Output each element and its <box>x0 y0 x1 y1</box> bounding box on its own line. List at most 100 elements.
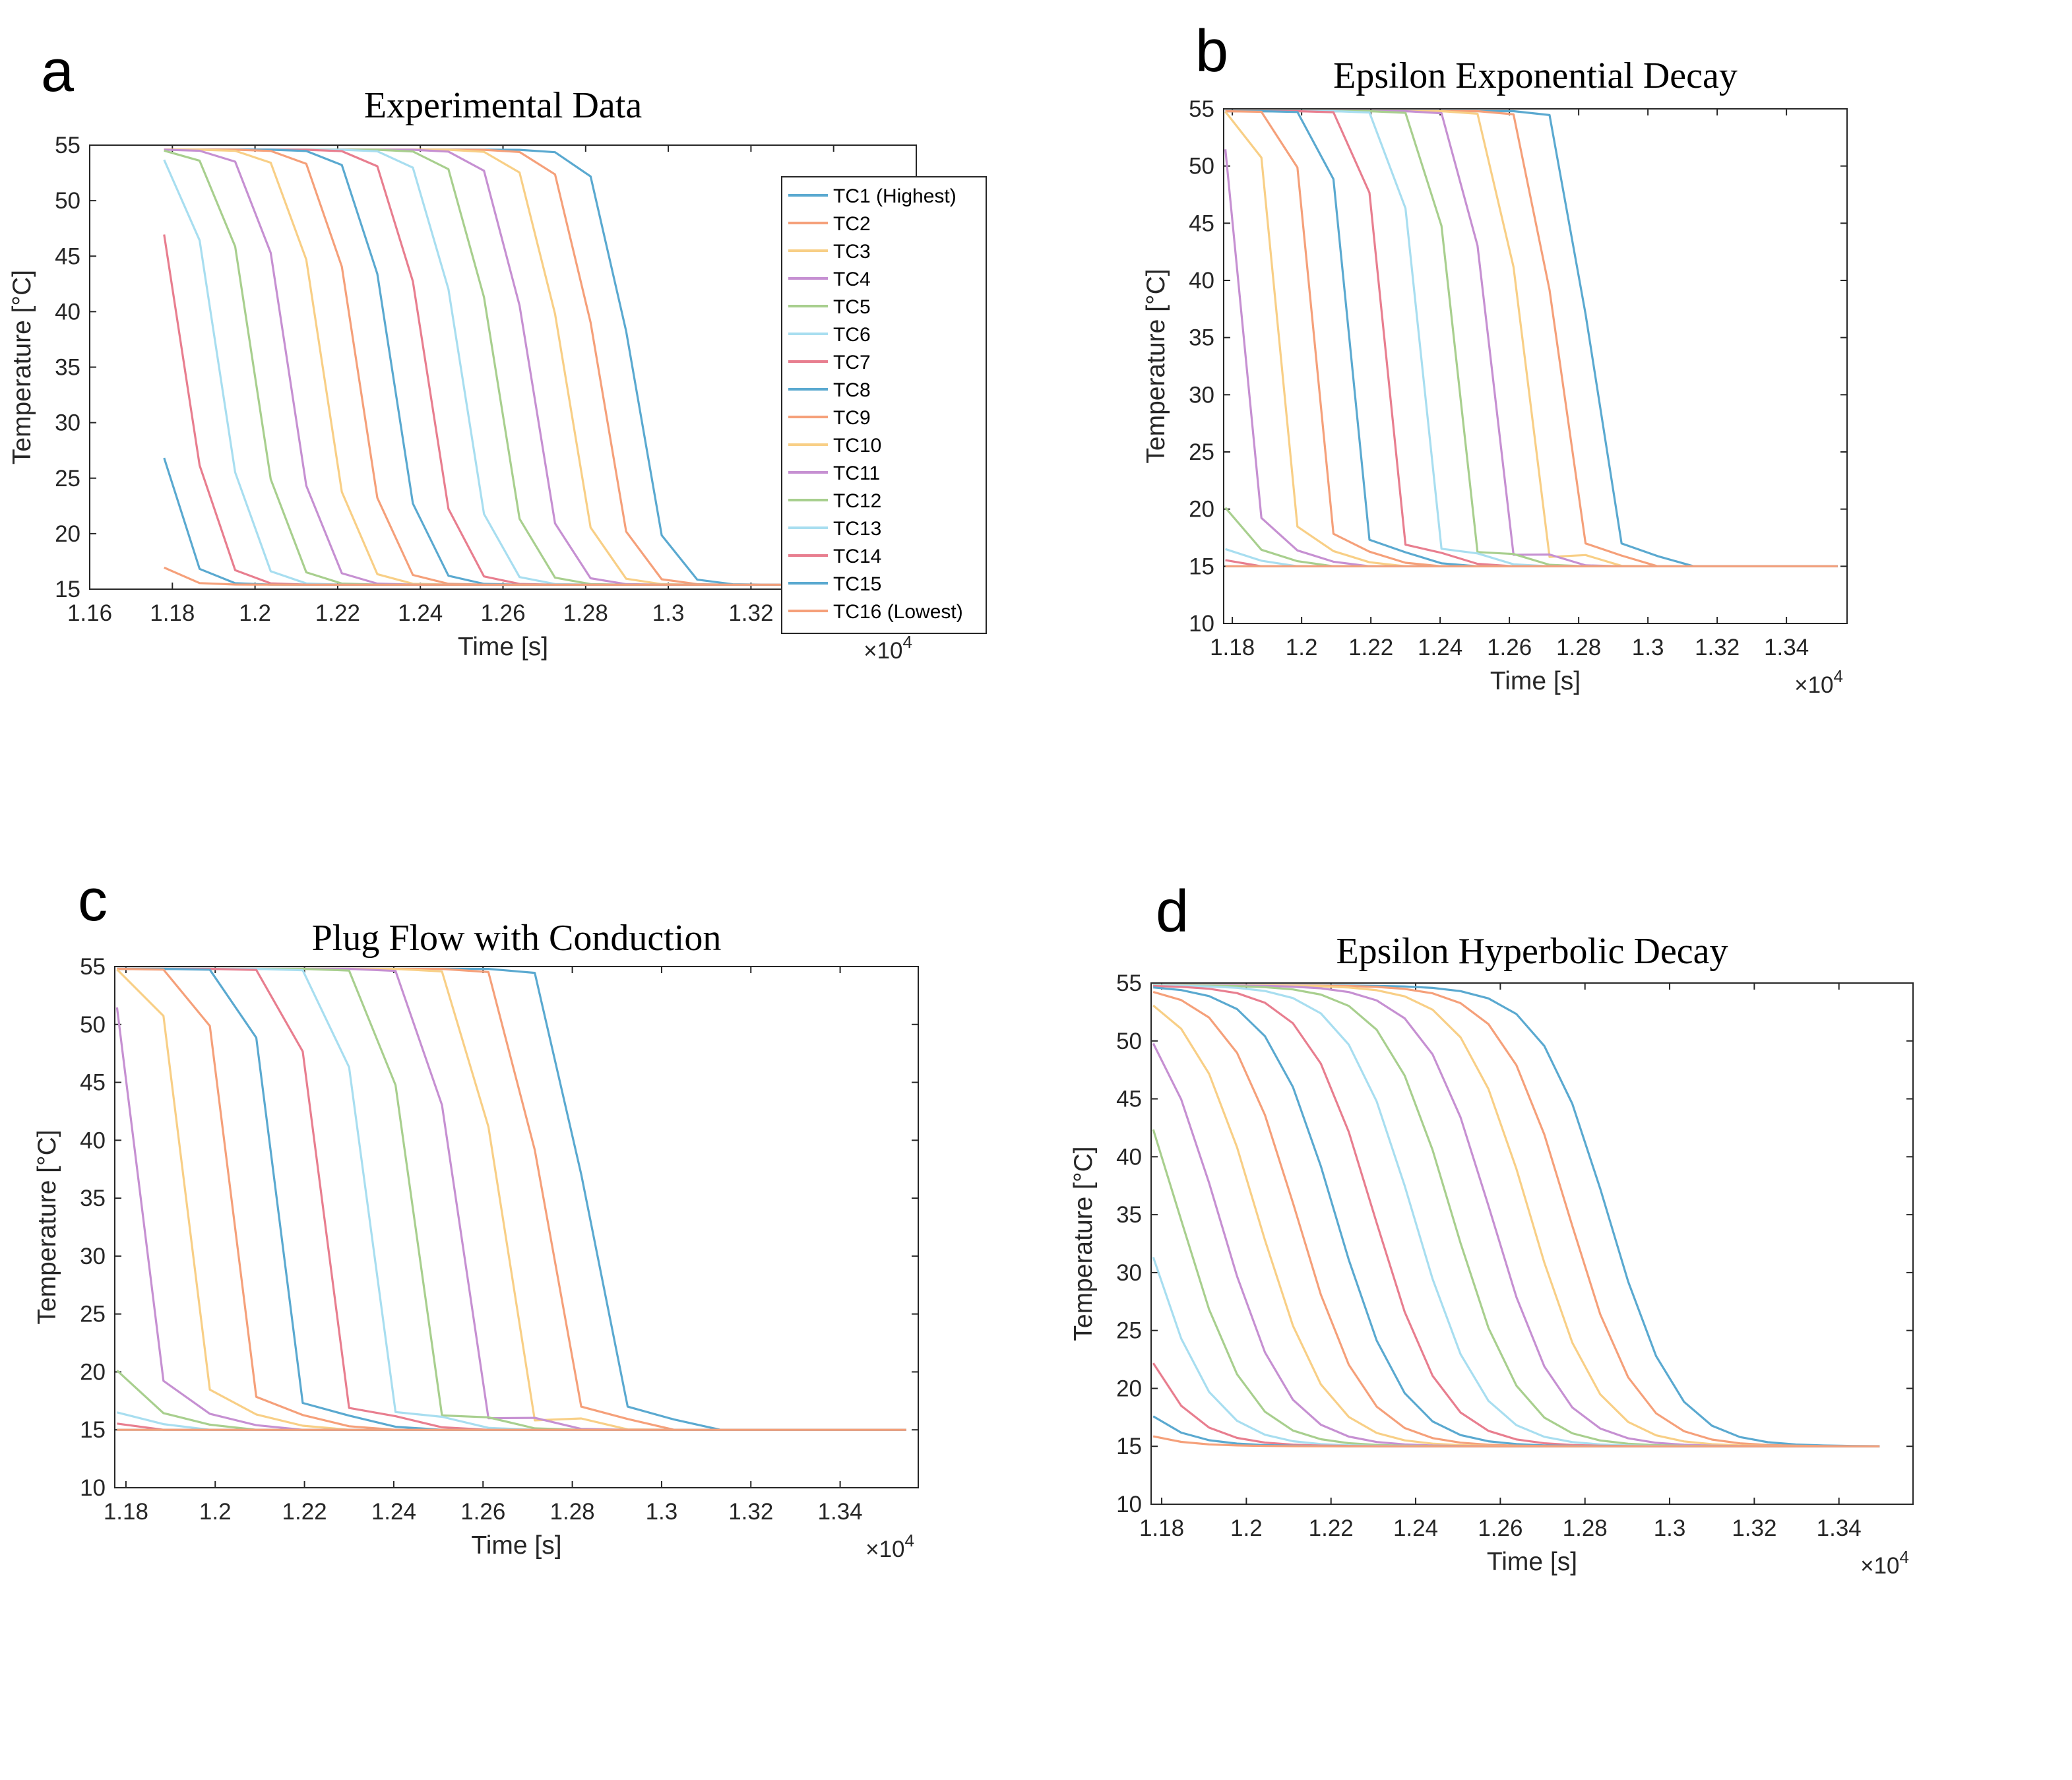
x-tick-label: 1.34 <box>1764 635 1809 660</box>
y-tick-label: 20 <box>55 521 80 547</box>
x-tick-label: 1.28 <box>1556 635 1601 660</box>
y-tick-label: 25 <box>1116 1318 1142 1344</box>
series-group <box>163 148 875 586</box>
x-tick-label: 1.18 <box>1139 1515 1184 1541</box>
y-tick-label: 45 <box>55 243 80 269</box>
x-multiplier: ×104 <box>863 632 912 664</box>
y-tick-label: 55 <box>80 954 106 980</box>
y-tick-label: 55 <box>1189 96 1214 122</box>
y-tick-label: 45 <box>80 1070 106 1096</box>
legend-entry: TC9 <box>833 407 871 429</box>
plot-area <box>89 144 917 590</box>
x-tick-label: 1.22 <box>315 600 360 626</box>
x-tick-label: 1.32 <box>728 600 773 626</box>
x-tick-label: 1.28 <box>563 600 608 626</box>
legend-entry: TC10 <box>833 435 881 457</box>
y-tick-label: 20 <box>1116 1376 1142 1401</box>
x-tick-label: 1.3 <box>652 600 685 626</box>
y-tick-label: 10 <box>80 1475 106 1501</box>
legend-entry: TC3 <box>833 241 871 263</box>
legend-entry: TC5 <box>833 296 871 318</box>
x-tick-label: 1.32 <box>728 1499 773 1525</box>
x-tick-label: 1.2 <box>239 600 271 626</box>
x-tick-label: 1.2 <box>199 1499 232 1525</box>
panel-c: c Plug Flow with Conduction 1.18 1.2 1.22 1.2… <box>33 868 919 1562</box>
x-tick-label: 1.26 <box>1487 635 1532 660</box>
panel-d: d Epsilon Hyperbolic Decay 1.18 1.2 1.22 1.24… <box>1069 879 1914 1579</box>
legend-entry: TC6 <box>833 324 871 346</box>
y-tick-label: 50 <box>55 188 80 214</box>
plot-area <box>1150 982 1914 1505</box>
y-axis-label: Temperature [°C] <box>1069 1146 1098 1341</box>
x-axis-label: Time [s] <box>471 1531 561 1560</box>
legend-entry: TC16 (Lowest) <box>833 601 963 623</box>
x-axis-label: Time [s] <box>458 633 548 661</box>
x-tick-label: 1.26 <box>480 600 525 626</box>
legend-entry: TC12 <box>833 490 881 512</box>
x-tick-label: 1.2 <box>1230 1515 1263 1541</box>
plot-area <box>1223 108 1848 624</box>
series-group <box>115 967 906 1431</box>
y-tick-label: 15 <box>1189 554 1214 579</box>
series-group <box>1224 110 1838 567</box>
x-tick-label: 1.32 <box>1732 1515 1776 1541</box>
y-tick-label: 25 <box>1189 439 1214 465</box>
panel-letter: b <box>1195 18 1228 84</box>
x-tick-label: 1.3 <box>1632 635 1664 660</box>
panel-a: a Experimental Data 1.16 1.18 1.2 1.22 1.24 1.2… <box>8 38 987 664</box>
x-tick-label: 1.22 <box>1309 1515 1354 1541</box>
plot-area <box>114 966 919 1488</box>
x-tick-label: 1.18 <box>1210 635 1255 660</box>
y-tick-label: 35 <box>55 355 80 381</box>
y-tick-label: 30 <box>55 410 80 436</box>
y-tick-label: 30 <box>1189 382 1214 408</box>
y-tick-label: 35 <box>1189 325 1214 351</box>
y-tick-label: 50 <box>1116 1029 1142 1054</box>
x-axis-label: Time [s] <box>1487 1548 1577 1576</box>
x-tick-label: 1.18 <box>104 1499 148 1525</box>
x-multiplier: ×104 <box>865 1531 914 1562</box>
y-tick-label: 40 <box>1189 268 1214 294</box>
y-tick-label: 15 <box>55 577 80 602</box>
legend-entry: TC2 <box>833 213 871 235</box>
x-multiplier: ×104 <box>1794 666 1843 698</box>
y-tick-label: 10 <box>1189 611 1214 637</box>
legend: TC1 (Highest) TC2 TC3 TC4 TC5 TC6 TC7 TC8 TC9 TC1… <box>781 176 987 634</box>
x-tick-label: 1.26 <box>460 1499 505 1525</box>
y-tick-label: 40 <box>55 299 80 325</box>
x-tick-label: 1.16 <box>67 600 112 626</box>
x-tick-label: 1.22 <box>282 1499 327 1525</box>
y-tick-label: 30 <box>80 1244 106 1269</box>
y-tick-label: 35 <box>80 1186 106 1211</box>
legend-entry: TC7 <box>833 352 871 373</box>
series-line-tc16 <box>164 566 875 586</box>
panel-letter: a <box>41 38 75 104</box>
x-tick-label: 1.3 <box>646 1499 678 1525</box>
y-tick-label: 15 <box>80 1417 106 1443</box>
x-tick-label: 1.28 <box>550 1499 595 1525</box>
x-tick-label: 1.18 <box>150 600 195 626</box>
y-tick-label: 40 <box>1116 1144 1142 1170</box>
y-tick-label: 30 <box>1116 1260 1142 1286</box>
legend-entry: TC11 <box>833 462 880 484</box>
x-tick-label: 1.28 <box>1563 1515 1608 1541</box>
x-tick-label: 1.24 <box>398 600 443 626</box>
legend-entry: TC8 <box>833 379 871 401</box>
x-tick-label: 1.32 <box>1695 635 1740 660</box>
chart-title: Plug Flow with Conduction <box>312 918 722 959</box>
series-line-tc16 <box>1152 1435 1880 1447</box>
x-tick-label: 1.22 <box>1348 635 1393 660</box>
x-tick-label: 1.24 <box>1393 1515 1438 1541</box>
y-axis-label: Temperature [°C] <box>33 1129 61 1324</box>
x-tick-label: 1.2 <box>1286 635 1318 660</box>
panel-b: b Epsilon Exponential Decay 1.18 1.2 1.22 1.2… <box>1142 18 1848 698</box>
y-tick-label: 45 <box>1116 1087 1142 1112</box>
y-tick-label: 20 <box>1189 497 1214 523</box>
series-group <box>1152 984 1880 1447</box>
legend-entry: TC13 <box>833 518 881 540</box>
x-tick-label: 1.34 <box>818 1499 863 1525</box>
x-tick-label: 1.3 <box>1654 1515 1686 1541</box>
y-tick-label: 25 <box>55 466 80 492</box>
panel-letter: d <box>1156 879 1189 945</box>
